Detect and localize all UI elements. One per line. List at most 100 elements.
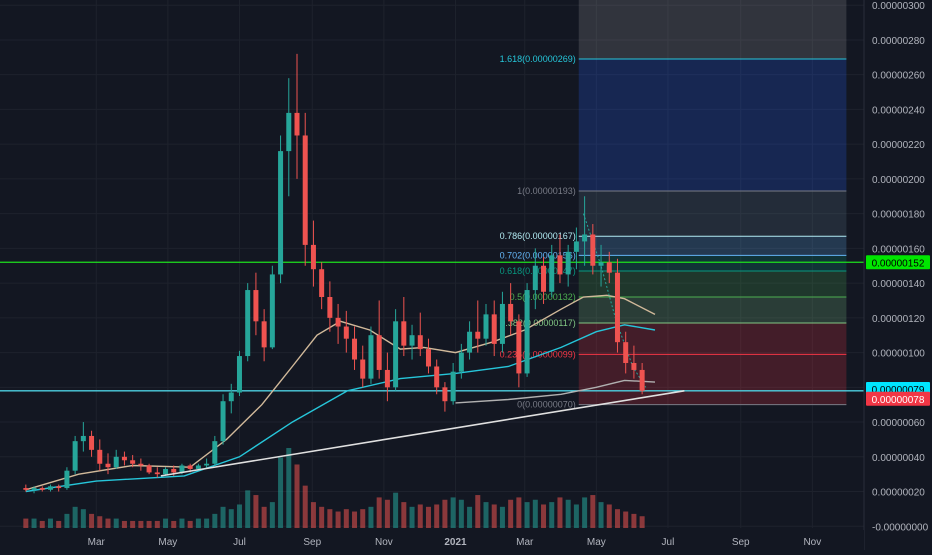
price-tick-label: 0.00000120 [872,314,925,325]
volume-bar [516,497,522,528]
candle-body [541,265,547,292]
volume-bar [606,504,612,528]
volume-bar [475,495,481,528]
candle-body [590,234,596,266]
candle-body [187,465,193,469]
fib-zone [578,191,847,237]
support-trendline[interactable] [160,389,685,477]
volume-bar [352,511,358,528]
volume-bar [434,504,440,528]
volume-bar [360,509,366,528]
candle-body [319,269,325,297]
fib-level-label: 1(0.00000193) [517,186,576,196]
volume-bar [631,513,637,528]
candle-body [138,463,144,466]
candle-body [56,486,62,489]
volume-bar [565,499,571,528]
candle-body [573,241,579,252]
candle-body [458,352,464,372]
time-tick-label: Sep [303,537,321,548]
candle-body [212,441,218,464]
candle-body [327,297,333,318]
volume-bar [590,495,596,528]
price-tag-label: 0.00000152 [872,258,925,269]
candle-body [261,321,267,348]
candle-body [89,435,95,450]
volume-bars [23,448,645,528]
time-tick-label: Nov [375,537,393,548]
volume-bar [163,518,169,528]
candle-body [549,255,555,292]
fib-zone [578,59,847,192]
candle-body [236,356,242,393]
time-axis[interactable]: Mar May Jul Sep Nov 2021 Mar May Jul Sep Nov [88,537,822,548]
price-tick-label: 0.00000300 [872,1,925,12]
trendline[interactable] [160,389,685,477]
candle-body [31,488,37,490]
time-tick-label: 2021 [444,537,467,548]
price-axis-background[interactable] [864,0,932,550]
volume-bar [541,504,547,528]
volume-bar [442,499,448,528]
price-tag-badge [866,255,930,270]
volume-bar [491,504,497,528]
candle-body [614,272,620,343]
volume-bar [549,502,555,528]
volume-bar [204,518,210,528]
candle-body [582,234,588,242]
time-tick-label: May [587,537,606,548]
grid [0,0,864,528]
volume-bar [598,502,604,528]
volume-bar [467,506,473,528]
volume-bar [245,490,251,528]
volume-bar [89,513,95,528]
candle-body [39,488,45,490]
volume-bar [319,506,325,528]
volume-bar [343,509,349,528]
fib-level-label: 0.5(0.00000132) [510,292,576,302]
volume-bar [376,497,382,528]
price-tag-label: 0.00000079 [872,385,925,396]
price-tick-label: 0.00000280 [872,36,925,47]
volume-bar [557,497,563,528]
candle-body [442,387,448,402]
horizontal-lines[interactable] [0,261,864,392]
volume-bar [253,495,259,528]
candle-body [97,449,103,464]
candle-body [368,335,374,379]
volume-bar [113,518,119,528]
volume-bar [582,497,588,528]
volume-bar [499,506,505,528]
volume-bar [80,509,86,528]
volume-bar [138,520,144,528]
candle-body [606,262,612,273]
fib-zone [578,270,847,297]
fib-zone [578,297,847,324]
moving-average-line [455,379,656,404]
volume-bar [179,518,185,528]
candle-body [499,303,505,344]
price-tick-label: 0.00000200 [872,175,925,186]
volume-bar [294,464,300,528]
candle-body [228,392,234,402]
candle-body [80,435,86,442]
time-axis-background[interactable] [0,530,864,550]
volume-bar [458,499,464,528]
volume-bar [187,520,193,528]
moving-average-line [25,294,656,491]
volume-bar [121,520,127,528]
time-tick-label: May [158,537,177,548]
candle-body [121,456,127,461]
candle-body [393,321,399,388]
candle-body [598,262,604,266]
fib-level-label: 0.236(0.00000099) [500,349,576,359]
volume-bar [278,457,284,528]
volume-bar [335,511,341,528]
candle-body [220,401,226,442]
candle-body [294,112,300,136]
volume-bar [368,506,374,528]
